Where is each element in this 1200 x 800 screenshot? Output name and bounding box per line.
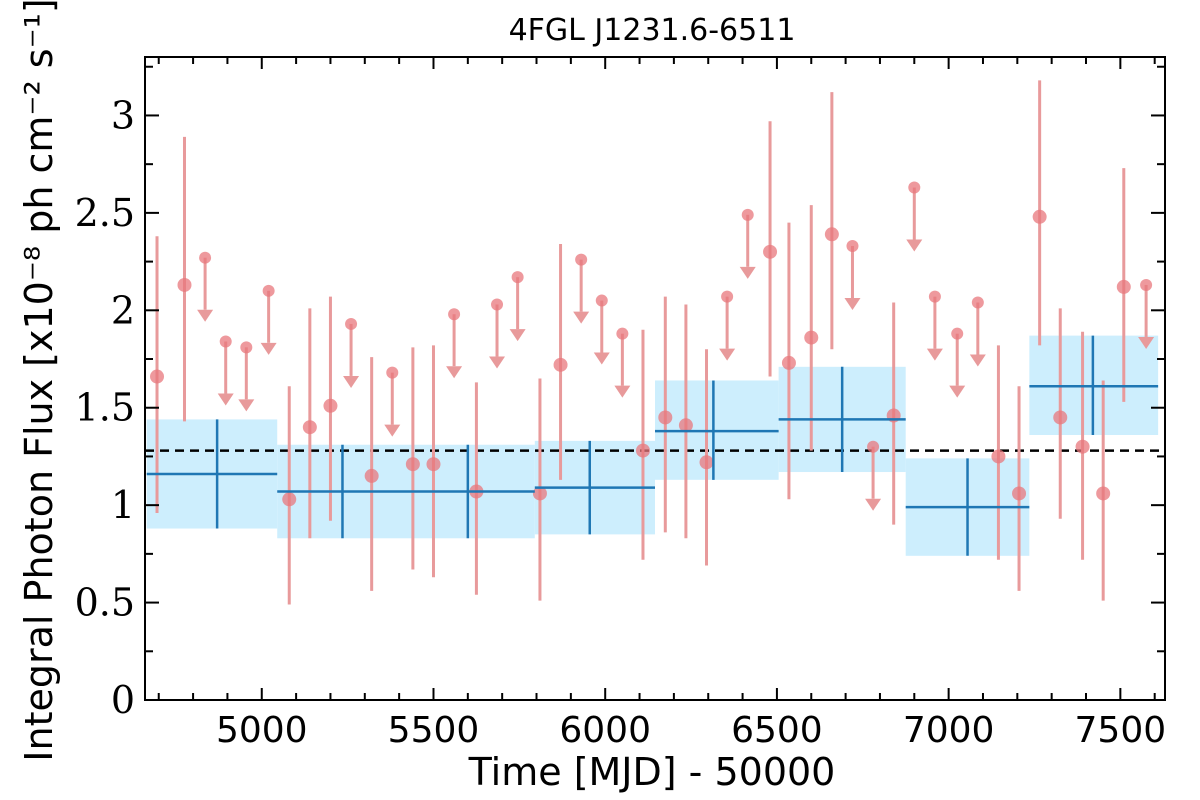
flux-point [302, 420, 317, 435]
upper-limit-point [575, 253, 588, 266]
y-tick-label: 3 [111, 93, 135, 137]
flux-point [177, 277, 192, 292]
short-bin-points [150, 80, 1155, 605]
upper-limit-arrow [906, 239, 923, 252]
long-bin-crosses [146, 335, 1159, 556]
flux-point [658, 410, 673, 425]
upper-limit-arrow [489, 356, 506, 369]
upper-limit-point [240, 341, 253, 354]
upper-limit-point [199, 251, 212, 264]
y-axis-label: Integral Photon Flux [x10⁻⁸ ph cm⁻² s⁻¹] [17, 0, 61, 762]
upper-limit-point [721, 290, 734, 303]
x-tick-label: 6500 [731, 710, 823, 751]
flux-point [426, 457, 441, 472]
x-tick-label: 7500 [1075, 710, 1167, 751]
upper-limit-arrow [217, 393, 234, 406]
upper-limit-point [971, 296, 984, 309]
upper-limit-arrow [593, 352, 610, 365]
upper-limit-arrow [446, 366, 463, 379]
flux-point [1032, 209, 1047, 224]
upper-limit-arrow [844, 298, 861, 311]
upper-limit-point [928, 290, 941, 303]
upper-limit-arrow [949, 385, 966, 398]
flux-point [553, 357, 568, 372]
flux-point [635, 443, 650, 458]
plot-frame [144, 56, 1166, 701]
upper-limit-point [846, 240, 859, 253]
upper-limit-arrow [573, 311, 590, 324]
y-tick-label: 1.5 [75, 386, 135, 430]
y-tick-label: 0 [111, 678, 135, 722]
flux-point [1116, 279, 1131, 294]
upper-limit-point [867, 440, 880, 453]
flux-point [781, 355, 796, 370]
upper-limit-point [951, 327, 964, 340]
axis-ticks [145, 57, 1165, 701]
upper-limit-point [491, 298, 504, 311]
upper-limit-arrow [384, 424, 401, 437]
upper-limit-point [511, 271, 524, 284]
upper-limit-point [616, 327, 629, 340]
flux-point [699, 455, 714, 470]
flux-point [150, 369, 165, 384]
upper-limit-arrow [739, 266, 756, 279]
upper-limit-point [448, 308, 461, 321]
flux-point [532, 486, 547, 501]
upper-limit-point [1140, 278, 1153, 291]
upper-limit-point [262, 284, 275, 297]
upper-limit-arrow [260, 342, 277, 355]
flux-point [282, 492, 297, 507]
flux-point [1075, 439, 1090, 454]
flux-point [364, 468, 379, 483]
y-tick-label: 2 [111, 288, 135, 332]
upper-limit-arrow [926, 348, 943, 361]
upper-limit-arrow [509, 329, 526, 342]
flux-point [763, 244, 778, 259]
upper-limit-point [908, 181, 921, 194]
flux-point [405, 457, 420, 472]
upper-limit-arrow [197, 309, 214, 322]
flux-point [824, 227, 839, 242]
upper-limit-arrow [343, 375, 360, 388]
y-tick-label: 2.5 [75, 191, 135, 235]
flux-point [323, 398, 338, 413]
flux-point [1096, 486, 1111, 501]
upper-limit-arrow [614, 385, 631, 398]
x-tick-label: 7000 [903, 710, 995, 751]
y-tick-label: 1 [111, 483, 135, 527]
upper-limit-point [345, 317, 358, 330]
upper-limit-arrow [865, 498, 882, 511]
upper-limit-point [386, 366, 399, 379]
flux-point [1012, 486, 1027, 501]
chart-title: 4FGL J1231.6-6511 [509, 13, 796, 48]
y-tick-labels: 0 0.5 1 1.5 2 2.5 3 [75, 93, 135, 722]
x-tick-label: 5000 [216, 710, 308, 751]
upper-limit-point [595, 294, 608, 307]
upper-limit-arrow [719, 348, 736, 361]
upper-limit-point [741, 208, 754, 221]
x-tick-label: 5500 [388, 710, 480, 751]
flux-point [991, 449, 1006, 464]
upper-limit-point [219, 335, 232, 348]
x-tick-label: 6000 [559, 710, 651, 751]
x-axis-label: Time [MJD] - 50000 [468, 750, 836, 794]
upper-limit-arrow [238, 399, 255, 412]
upper-limit-arrow [1138, 336, 1155, 349]
long-bin-bands [146, 335, 1159, 556]
flux-point [804, 330, 819, 345]
flux-point [678, 418, 693, 433]
y-tick-label: 0.5 [75, 581, 135, 625]
upper-limit-arrow [969, 354, 986, 367]
flux-point [1053, 410, 1068, 425]
x-tick-labels: 5000 5500 6000 6500 7000 7500 [216, 710, 1166, 751]
